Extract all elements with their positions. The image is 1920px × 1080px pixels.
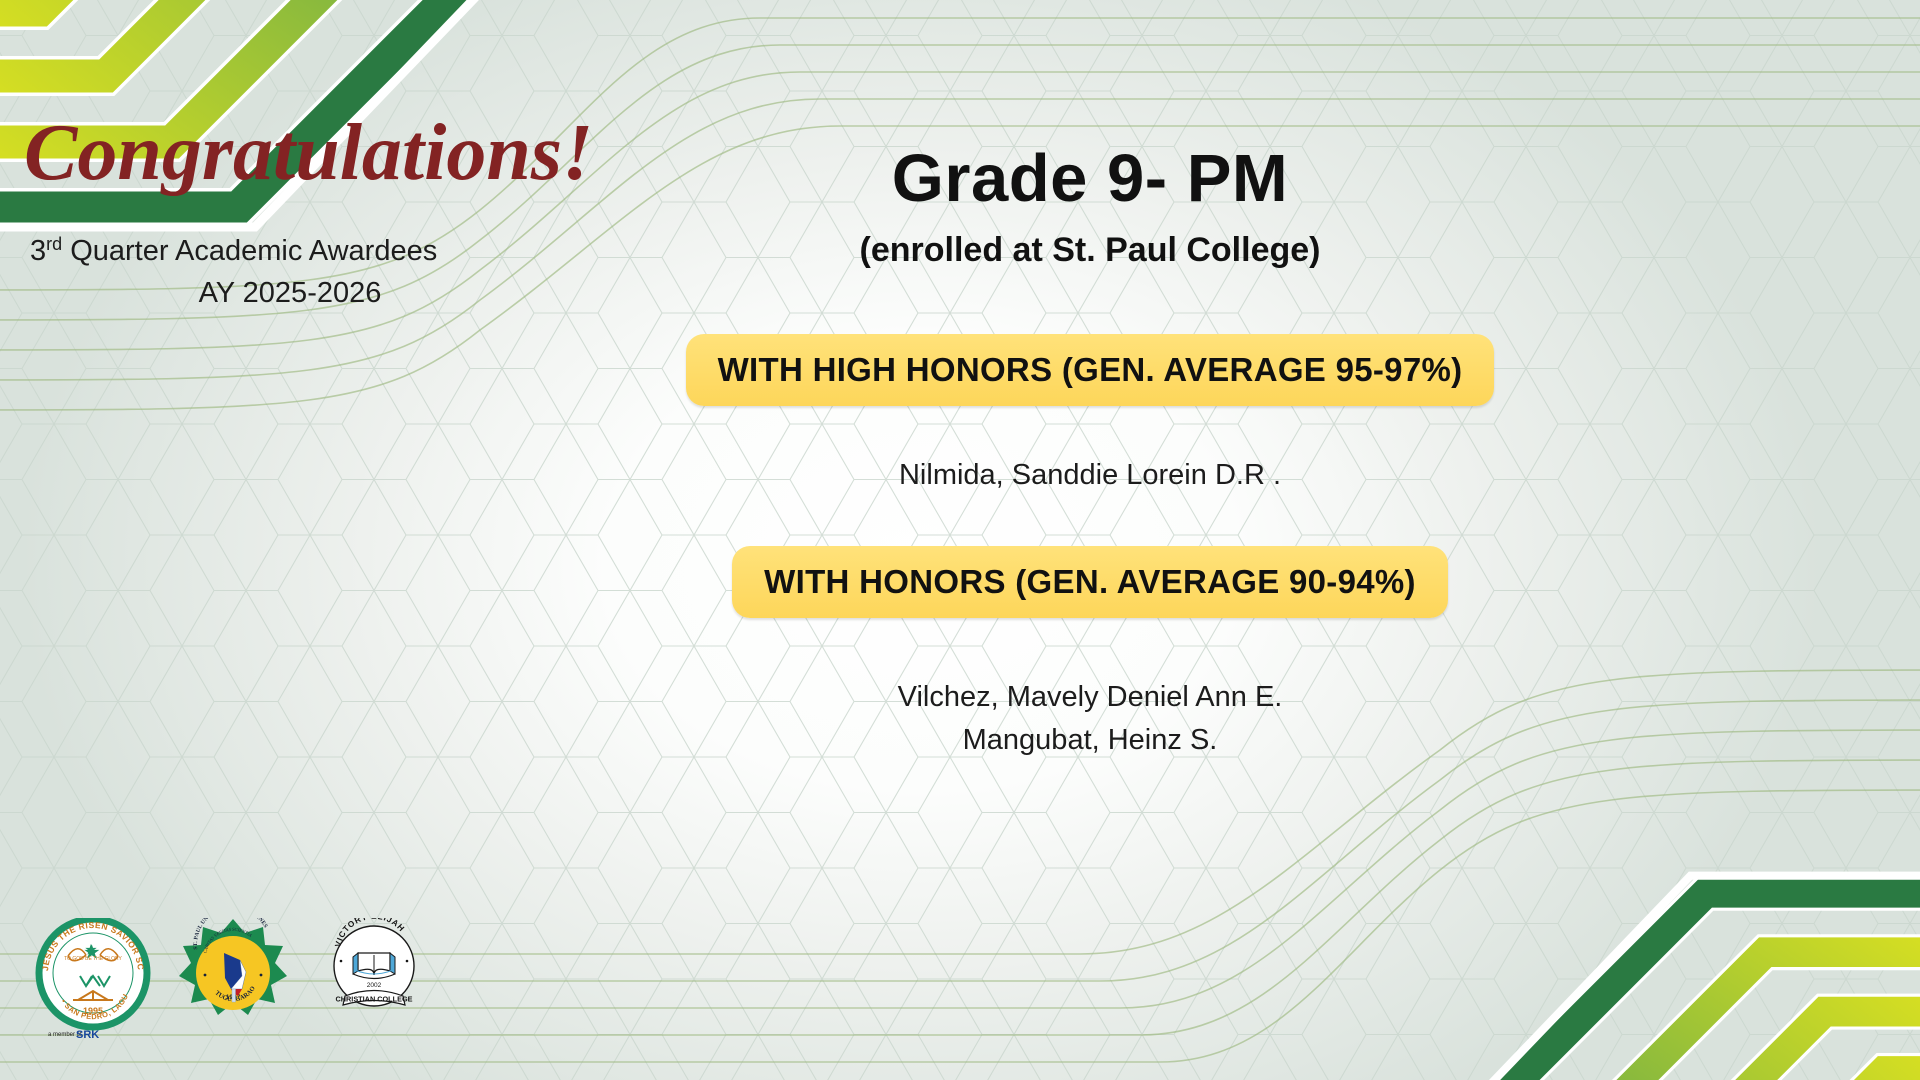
svg-text:2002: 2002: [367, 982, 382, 989]
svg-text:1995: 1995: [83, 1006, 103, 1016]
svg-text:TO GOD BE THE GLORY: TO GOD BE THE GLORY: [64, 956, 122, 962]
svg-text:SRK: SRK: [76, 1029, 99, 1041]
svg-text:CHRISTIAN COLLEGE: CHRISTIAN COLLEGE: [335, 995, 412, 1004]
